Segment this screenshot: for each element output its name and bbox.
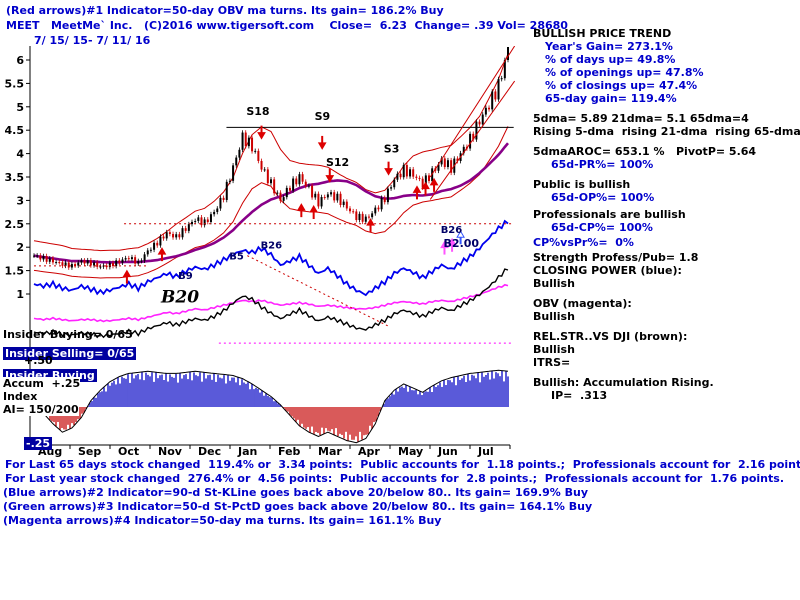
- chart-annotation: B9: [178, 271, 193, 282]
- month-label: Sep: [78, 445, 101, 458]
- stat-line: IP= .313: [551, 389, 608, 402]
- month-label: May: [398, 445, 423, 458]
- obv-header: OBV (magenta):: [533, 297, 632, 310]
- lower-band: [33, 126, 509, 279]
- obv-line: [33, 283, 509, 323]
- price-tick: 4.5: [5, 124, 25, 137]
- price-tick: 4: [16, 148, 24, 161]
- stock-chart: Aug Sep Oct Nov Dec Jan Feb Mar Apr May Jun Jul65.5…: [5, 46, 516, 458]
- price-tick: 6: [16, 54, 24, 67]
- footer-line-1: For Last 65 days stock changed 119.4% or…: [5, 458, 800, 471]
- stat-line: % of openings up= 47.8%: [545, 66, 704, 79]
- title-line: MEET MeetMe` Inc. (C)2016 www.tigersoft.…: [6, 19, 568, 32]
- panel-title: BULLISH PRICE TREND: [533, 27, 672, 40]
- signal-line-1: (Red arrows)#1 Indicator=50-day OBV ma t…: [6, 4, 444, 17]
- month-label: Feb: [278, 445, 301, 458]
- stat-line: 65d-OP%= 100%: [551, 191, 655, 204]
- stat-line: % of days up= 49.8%: [545, 53, 676, 66]
- plus-50-label: +.50: [24, 354, 53, 367]
- stat-line: Bullish: Accumulation Rising.: [533, 376, 714, 389]
- chart-annotation: S9: [315, 110, 331, 123]
- minus-25-label[interactable]: -.25: [24, 437, 53, 450]
- stat-line: 65d-CP%= 100%: [551, 221, 653, 234]
- stat-line: 5dma= 5.89 21dma= 5.1 65dma=4: [533, 112, 749, 125]
- up-arrow: [412, 185, 422, 193]
- down-arrow: [384, 168, 393, 176]
- trend-line: [247, 255, 390, 328]
- month-label: Jan: [237, 445, 257, 458]
- up-arrow: [122, 269, 132, 278]
- price-tick: 5: [16, 101, 24, 114]
- month-label: Apr: [358, 445, 380, 458]
- price-tick: 2: [16, 241, 24, 254]
- trend-line: [429, 46, 516, 178]
- chart-annotation: B20: [160, 287, 199, 307]
- insider-buying-label: Insider Buying= 0/65: [3, 328, 133, 341]
- month-label: Jun: [437, 445, 458, 458]
- stat-line: 65d-PR%= 100%: [551, 158, 654, 171]
- chart-annotation: B26: [261, 241, 283, 252]
- month-label: Oct: [118, 445, 139, 458]
- ai-label: AI= 150/200: [3, 403, 79, 416]
- down-arrow: [257, 132, 266, 140]
- stat-line: 5dmaAROC= 653.1 % PivotP= 5.64: [533, 145, 757, 158]
- price-tick: 1: [16, 288, 24, 301]
- closing-power-header: CLOSING POWER (blue):: [533, 264, 682, 277]
- footer-line-3: (Blue arrows)#2 Indicator=90-d St-KLine …: [3, 486, 589, 499]
- price-tick: 5.5: [5, 77, 25, 90]
- price-tick: 1.5: [5, 265, 25, 278]
- upper-band: [33, 53, 509, 252]
- stat-line: Bullish: [533, 310, 575, 323]
- chart-annotation: B26: [441, 225, 463, 236]
- trend-line: [429, 80, 516, 200]
- footer-line-2: For Last year stock changed 276.4% or 4.…: [5, 472, 785, 485]
- down-arrow: [317, 142, 327, 150]
- stat-line: 65-day gain= 119.4%: [545, 92, 677, 105]
- accum-label: Accum +.25: [3, 377, 81, 390]
- price-tick: 3: [16, 194, 24, 207]
- closing-power-line: [33, 219, 509, 297]
- accum-line: [33, 369, 509, 444]
- up-arrow: [309, 205, 319, 213]
- price-tick: 2.5: [5, 218, 25, 231]
- stat-line: Rising 5-dma rising 21-dma rising 65-dma: [533, 125, 800, 138]
- month-label: Dec: [198, 445, 221, 458]
- stat-line: Bullish: [533, 343, 575, 356]
- footer-line-4: (Green arrows)#3 Indicator=50-d St-PctD …: [3, 500, 593, 513]
- up-arrow: [157, 247, 167, 255]
- stat-line: ITRS=: [533, 356, 571, 369]
- month-label: Mar: [318, 445, 342, 458]
- month-label: Nov: [158, 445, 183, 458]
- stat-line: Professionals are bullish: [533, 208, 686, 221]
- up-arrow: [366, 218, 375, 226]
- chart-annotation: S3: [384, 143, 400, 156]
- up-arrow: [296, 203, 306, 211]
- chart-annotation: S18: [246, 105, 269, 118]
- stat-line: % of closings up= 47.4%: [545, 79, 698, 92]
- stat-line: Bullish: [533, 277, 575, 290]
- stats-panel: BULLISH PRICE TREND Year's Gain= 273.1% …: [533, 27, 800, 402]
- chart-annotation: B5: [229, 251, 244, 262]
- index-label: Index: [3, 390, 38, 403]
- price-tick: 3.5: [5, 171, 25, 184]
- relstr-header: REL.STR..VS DJI (brown):: [533, 330, 688, 343]
- chart-annotation: S12: [326, 156, 349, 169]
- date-range: 7/ 15/ 15- 7/ 11/ 16: [34, 34, 151, 47]
- stat-line: Strength Profess/Pub= 1.8: [533, 251, 699, 264]
- month-label: Jul: [477, 445, 494, 458]
- insider-selling-label[interactable]: Insider Selling= 0/65: [3, 347, 137, 360]
- stat-line: Public is bullish: [533, 178, 631, 191]
- chart-annotation: B2.00: [444, 237, 480, 250]
- footer-line-5: (Magenta arrows)#4 Indicator=50-day ma t…: [3, 514, 442, 527]
- stat-line: CP%vsPr%= 0%: [533, 236, 634, 249]
- rel-str-line: [33, 268, 509, 339]
- stat-line: Year's Gain= 273.1%: [545, 40, 673, 53]
